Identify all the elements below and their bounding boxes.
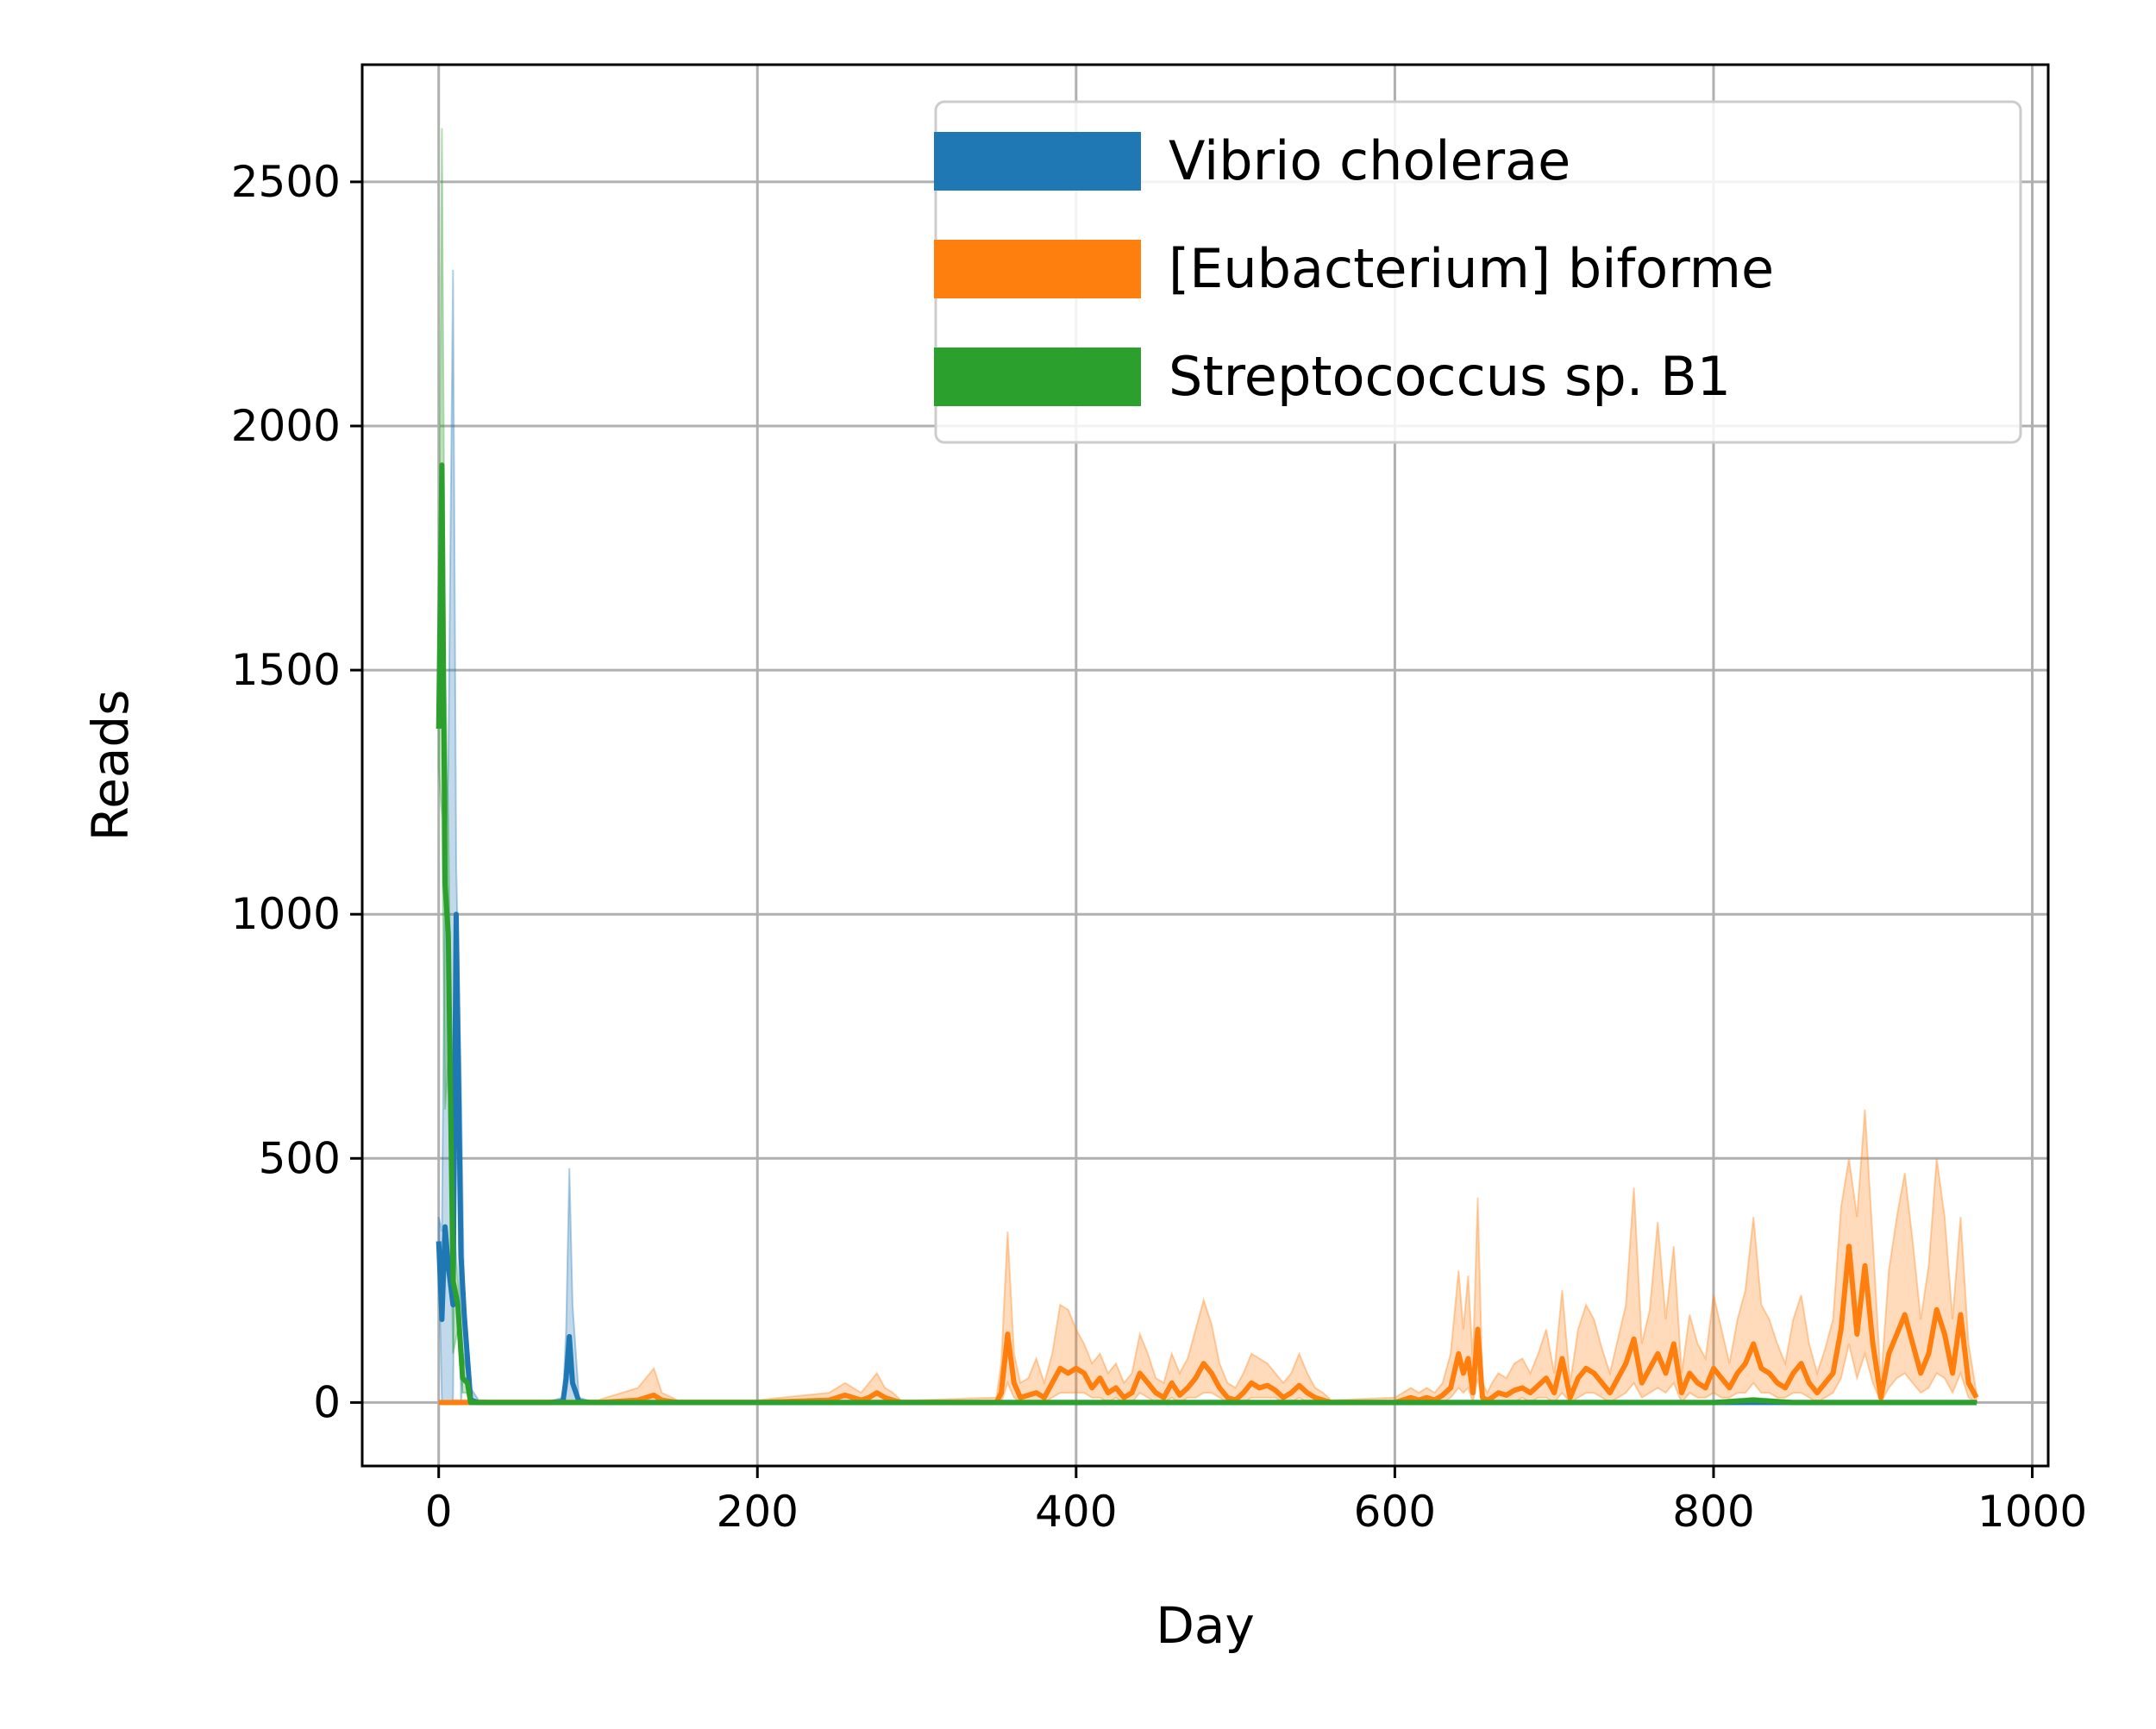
x-axis-label: Day (1156, 1596, 1255, 1655)
x-tick-label: 400 (1035, 1487, 1117, 1537)
axis-ticks: 0 200 400 600 800 1000 0 500 1000 1500 2000 2500 (231, 157, 2087, 1537)
legend-label-0: Vibrio cholerae (1169, 129, 1570, 192)
x-tick-label: 600 (1354, 1487, 1436, 1537)
line-series-1 (438, 1244, 1979, 1406)
legend-swatch-2 (934, 348, 1141, 406)
x-tick-label: 200 (717, 1487, 799, 1537)
band-series-1 (438, 1109, 1977, 1406)
series-lines (436, 462, 1979, 1406)
y-axis-label: Reads (81, 690, 140, 842)
legend-label-1: [Eubacterium] biforme (1169, 237, 1774, 300)
x-tick-label: 1000 (1977, 1487, 2087, 1537)
x-tick-label: 0 (425, 1487, 453, 1537)
x-tick-label: 800 (1672, 1487, 1754, 1537)
y-tick-label: 0 (313, 1377, 341, 1427)
legend-swatch-0 (934, 132, 1141, 191)
line-series-2 (436, 462, 1977, 1406)
plot-frame (360, 63, 2050, 1468)
y-tick-label: 500 (259, 1133, 341, 1183)
y-tick-label: 2500 (231, 157, 341, 207)
legend-swatch-1 (934, 240, 1141, 298)
legend-label-2: Streptococcus sp. B1 (1169, 345, 1731, 408)
y-tick-label: 1500 (231, 645, 341, 695)
y-tick-label: 1000 (231, 889, 341, 939)
legend: Vibrio cholerae [Eubacterium] biforme Stre… (934, 100, 2022, 444)
y-tick-label: 2000 (231, 401, 341, 451)
